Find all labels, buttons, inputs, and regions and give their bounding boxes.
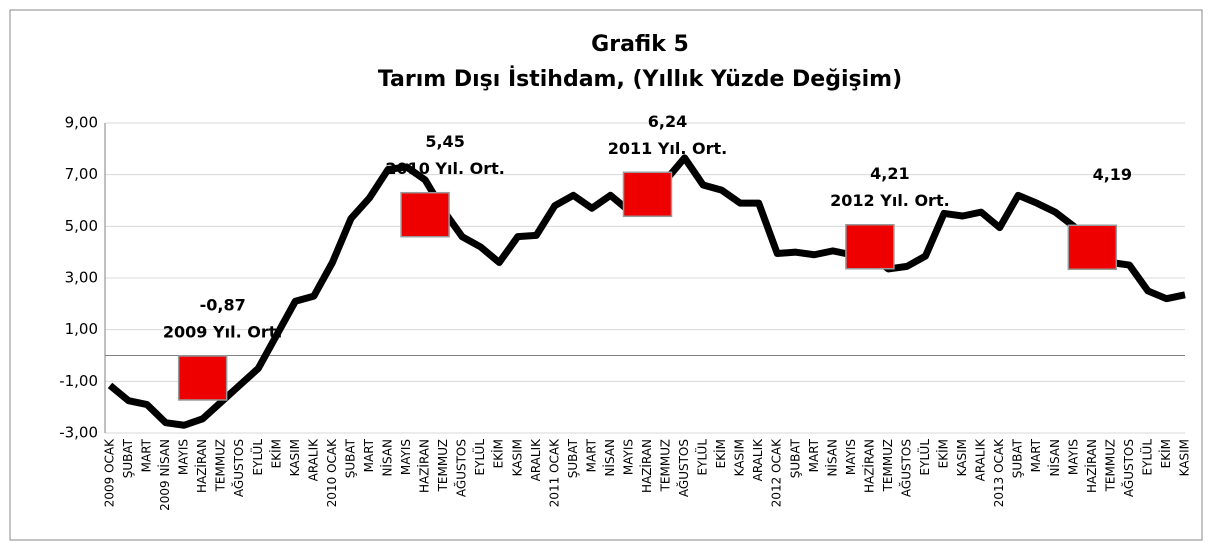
- x-tick-label: MAYIS: [177, 439, 191, 475]
- x-tick-label: HAZİRAN: [1084, 439, 1099, 493]
- x-tick-label: HAZİRAN: [639, 439, 654, 493]
- average-marker: [400, 191, 450, 238]
- x-tick-label: 2011 OCAK: [547, 438, 561, 507]
- x-tick-label: EYLÜL: [249, 439, 265, 476]
- x-tick-label: 2012 OCAK: [770, 438, 784, 507]
- x-tick-label: EYLÜL: [916, 439, 932, 476]
- x-tick-label: NİSAN: [602, 439, 617, 477]
- x-tick-label: HAZİRAN: [417, 439, 432, 493]
- y-tick-label: 5,00: [65, 217, 98, 235]
- x-tick-label: EKİM: [936, 439, 951, 468]
- x-tick-label: ŞUBAT: [121, 438, 135, 478]
- y-tick-label: -3,00: [59, 424, 98, 442]
- average-label: 2011 Yıl. Ort.: [608, 139, 728, 158]
- x-tick-label: TEMMUZ: [881, 439, 895, 492]
- x-tick-label: KASIM: [288, 439, 302, 476]
- x-tick-label: AĞUSTOS: [898, 439, 913, 497]
- average-value-label: -0,87: [200, 295, 246, 314]
- x-tick-label: EYLÜL: [694, 439, 710, 476]
- x-tick-label: KASIM: [733, 439, 747, 476]
- x-tick-label: ARALIK: [974, 438, 988, 481]
- x-tick-label: AĞUSTOS: [1121, 439, 1136, 497]
- x-tick-label: KASIM: [510, 439, 524, 476]
- y-tick-label: -1,00: [59, 372, 98, 390]
- x-tick-label: 2010 OCAK: [325, 438, 339, 507]
- average-value-label: 5,45: [425, 132, 464, 151]
- x-tick-label: MART: [1029, 438, 1043, 472]
- x-tick-label: AĞUSTOS: [231, 439, 246, 497]
- x-tick-label: MAYIS: [1066, 439, 1080, 475]
- x-tick-label: NİSAN: [380, 439, 395, 477]
- average-value-label: 4,19: [1093, 165, 1132, 184]
- x-tick-label: EKİM: [1158, 439, 1173, 468]
- x-tick-label: KASIM: [955, 439, 969, 476]
- x-tick-label: EYLÜL: [1138, 439, 1154, 476]
- average-label: 2010 Yıl. Ort.: [385, 159, 505, 178]
- x-tick-label: TEMMUZ: [436, 439, 450, 492]
- x-tick-label: MAYIS: [621, 439, 635, 475]
- x-tick-label: MAYIS: [399, 439, 413, 475]
- x-tick-label: MAYIS: [844, 439, 858, 475]
- x-tick-label: 2009 NİSAN: [157, 439, 172, 511]
- x-tick-label: NİSAN: [1047, 439, 1062, 477]
- x-tick-label: NİSAN: [824, 439, 839, 477]
- x-tick-label: EKİM: [491, 439, 506, 468]
- x-tick-label: MART: [140, 438, 154, 472]
- x-tick-label: TEMMUZ: [214, 439, 228, 492]
- x-tick-label: TEMMUZ: [1103, 439, 1117, 492]
- x-tick-label: KASIM: [1178, 439, 1192, 476]
- average-value-label: 6,24: [648, 112, 687, 131]
- x-tick-label: TEMMUZ: [659, 439, 673, 492]
- average-marker: [177, 355, 228, 401]
- chart-subtitle: Tarım Dışı İstihdam, (Yıllık Yüzde Değiş…: [378, 66, 902, 92]
- x-tick-label: ARALIK: [751, 438, 765, 481]
- y-tick-label: 3,00: [65, 269, 98, 287]
- x-tick-label: ŞUBAT: [566, 438, 580, 478]
- x-tick-label: EKİM: [268, 439, 283, 468]
- x-tick-label: ŞUBAT: [343, 438, 357, 478]
- x-tick-label: EKİM: [713, 439, 728, 468]
- x-tick-label: 2013 OCAK: [992, 438, 1006, 507]
- x-tick-label: ŞUBAT: [788, 438, 802, 478]
- average-label: 2012 Yıl. Ort.: [830, 191, 950, 210]
- x-tick-label: AĞUSTOS: [454, 439, 469, 497]
- average-marker: [622, 171, 673, 218]
- x-tick-label: MART: [807, 438, 821, 472]
- x-tick-label: MART: [362, 438, 376, 472]
- y-tick-label: 7,00: [65, 165, 98, 183]
- x-tick-label: ŞUBAT: [1011, 438, 1025, 478]
- average-label: 2009 Yıl. Ort.: [163, 322, 283, 341]
- x-tick-label: 2009 OCAK: [103, 438, 117, 507]
- average-value-label: 4,21: [870, 164, 909, 183]
- x-tick-label: ARALIK: [306, 438, 320, 481]
- chart-frame: [9, 9, 1203, 541]
- x-tick-label: ARALIK: [529, 438, 543, 481]
- x-tick-label: MART: [584, 438, 598, 472]
- average-marker: [845, 223, 895, 270]
- x-tick-label: AĞUSTOS: [676, 439, 691, 497]
- x-tick-label: HAZİRAN: [861, 439, 876, 493]
- y-tick-label: 9,00: [65, 114, 98, 132]
- y-tick-label: 1,00: [65, 320, 98, 338]
- average-marker: [1067, 224, 1118, 271]
- x-tick-label: HAZİRAN: [194, 439, 209, 493]
- chart-title: Grafik 5: [591, 32, 689, 57]
- x-tick-label: EYLÜL: [471, 439, 487, 476]
